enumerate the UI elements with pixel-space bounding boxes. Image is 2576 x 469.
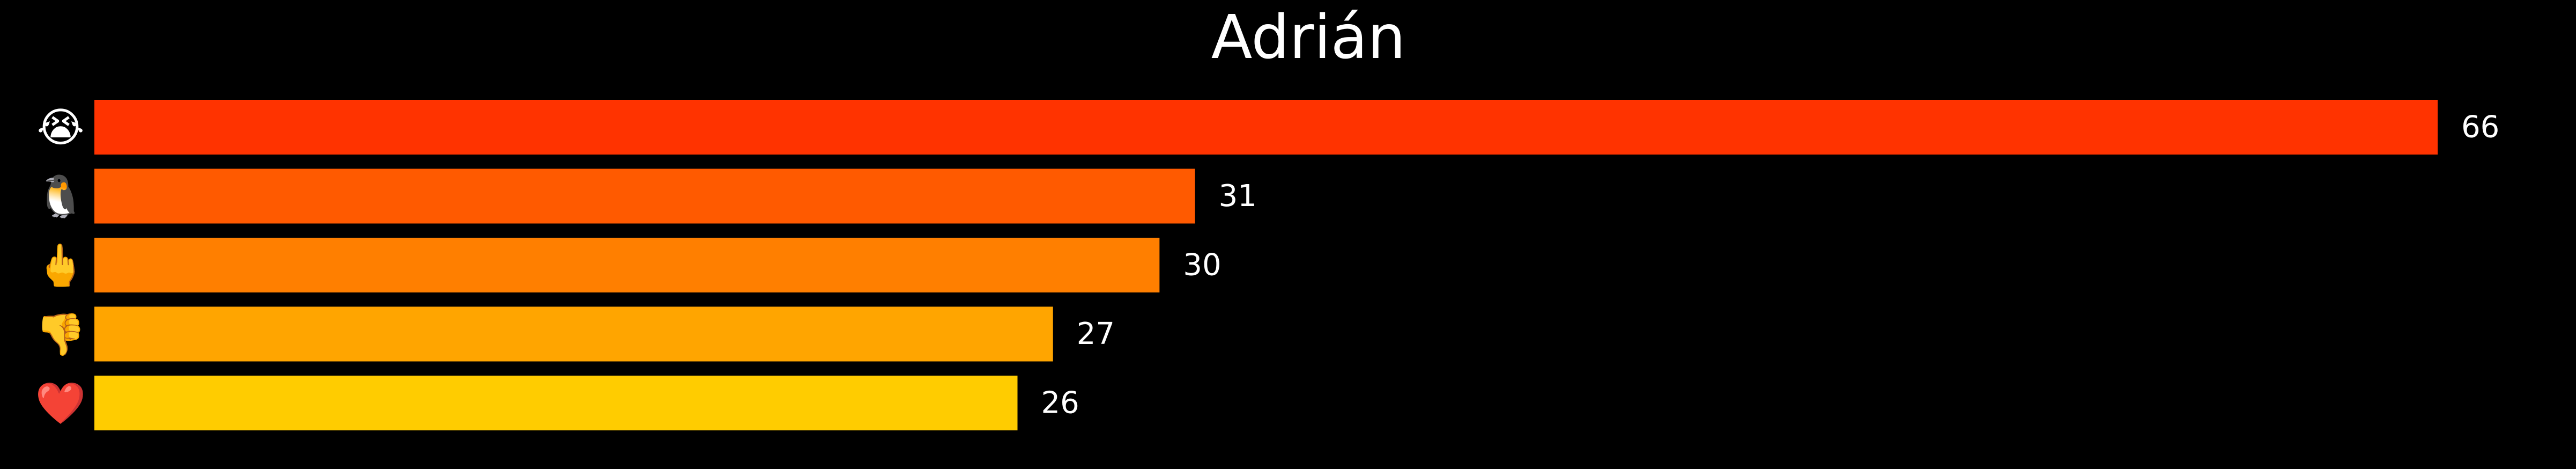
chart-title: Adrián bbox=[1211, 3, 1406, 72]
thumbs-down-icon: 👎 bbox=[35, 310, 86, 358]
bars-layer: 😭 66 🐧 31 🖕 30 👎 27 ❤️ 26 bbox=[35, 100, 2499, 430]
bar bbox=[94, 238, 1160, 292]
bar bbox=[94, 376, 1018, 430]
middle-finger-icon: 🖕 bbox=[35, 241, 86, 289]
bar-value-label: 31 bbox=[1219, 179, 1257, 214]
bar-value-label: 27 bbox=[1077, 317, 1115, 351]
loudly-crying-face-icon: 😭 bbox=[37, 104, 85, 151]
red-heart-icon: ❤️ bbox=[35, 379, 86, 427]
bar-value-label: 30 bbox=[1183, 248, 1221, 283]
bar bbox=[94, 168, 1195, 224]
bar bbox=[94, 306, 1053, 362]
penguin-icon: 🐧 bbox=[35, 172, 86, 220]
bar-value-label: 66 bbox=[2461, 110, 2499, 145]
bar bbox=[94, 100, 2438, 155]
bar-value-label: 26 bbox=[1041, 386, 1079, 421]
